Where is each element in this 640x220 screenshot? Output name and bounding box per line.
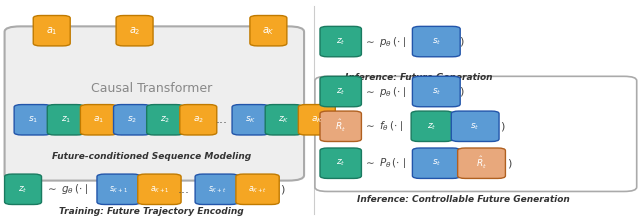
Text: $s_t$: $s_t$	[470, 121, 480, 132]
FancyBboxPatch shape	[412, 148, 460, 178]
Text: $\sim\ P_\theta\,(\cdot\mid$: $\sim\ P_\theta\,(\cdot\mid$	[364, 156, 406, 170]
Text: $s_1$: $s_1$	[28, 115, 38, 125]
Text: ): )	[280, 184, 284, 194]
Text: ): )	[500, 121, 504, 131]
FancyBboxPatch shape	[113, 104, 150, 135]
Text: $\sim\ g_\theta\,(\cdot\mid$: $\sim\ g_\theta\,(\cdot\mid$	[45, 182, 88, 196]
FancyBboxPatch shape	[180, 104, 217, 135]
FancyBboxPatch shape	[250, 15, 287, 46]
Text: $a_{K+t}$: $a_{K+t}$	[248, 184, 267, 194]
FancyBboxPatch shape	[265, 104, 302, 135]
Text: $s_t$: $s_t$	[431, 86, 441, 97]
Text: $z_2$: $z_2$	[160, 115, 170, 125]
FancyBboxPatch shape	[47, 104, 84, 135]
Text: $a_K$: $a_K$	[311, 115, 323, 125]
FancyBboxPatch shape	[195, 174, 239, 205]
FancyBboxPatch shape	[116, 15, 153, 46]
Text: $s_t$: $s_t$	[431, 36, 441, 47]
Text: $\sim\ p_\theta\,(\cdot\mid$: $\sim\ p_\theta\,(\cdot\mid$	[364, 84, 407, 99]
FancyBboxPatch shape	[147, 104, 184, 135]
FancyBboxPatch shape	[451, 111, 499, 141]
Text: $z_t$: $z_t$	[336, 158, 346, 169]
FancyBboxPatch shape	[411, 111, 452, 141]
FancyBboxPatch shape	[33, 15, 70, 46]
Text: ...: ...	[215, 113, 227, 126]
Text: Training: Future Trajectory Encoding: Training: Future Trajectory Encoding	[59, 207, 243, 216]
Text: $a_{K+1}$: $a_{K+1}$	[150, 184, 169, 194]
Text: Future-conditioned Sequence Modeling: Future-conditioned Sequence Modeling	[51, 152, 251, 161]
Text: Inference: Future Generation: Inference: Future Generation	[345, 73, 493, 82]
Text: $z_t$: $z_t$	[336, 86, 346, 97]
Text: $z_t$: $z_t$	[19, 184, 28, 194]
Text: ...: ...	[178, 183, 189, 196]
Text: $\hat{R}_t$: $\hat{R}_t$	[335, 118, 346, 134]
Text: $z_K$: $z_K$	[278, 115, 289, 125]
Text: ): )	[508, 158, 512, 168]
Text: $z_1$: $z_1$	[61, 115, 71, 125]
Text: $a_1$: $a_1$	[93, 115, 104, 125]
FancyBboxPatch shape	[320, 76, 362, 107]
Text: $a_2$: $a_2$	[193, 115, 204, 125]
FancyBboxPatch shape	[232, 104, 269, 135]
FancyBboxPatch shape	[458, 148, 506, 178]
Text: Causal Transformer: Causal Transformer	[90, 82, 212, 95]
Text: $s_2$: $s_2$	[127, 115, 137, 125]
FancyBboxPatch shape	[4, 174, 42, 205]
FancyBboxPatch shape	[320, 148, 362, 178]
Text: ): )	[460, 86, 464, 97]
Text: $a_1$: $a_1$	[46, 25, 58, 37]
FancyBboxPatch shape	[412, 76, 460, 107]
Text: $s_{K+1}$: $s_{K+1}$	[109, 184, 128, 194]
Text: $a_2$: $a_2$	[129, 25, 140, 37]
Text: $s_{K+t}$: $s_{K+t}$	[207, 184, 226, 194]
FancyBboxPatch shape	[4, 26, 304, 181]
FancyBboxPatch shape	[97, 174, 140, 205]
FancyBboxPatch shape	[81, 104, 117, 135]
FancyBboxPatch shape	[320, 111, 362, 141]
FancyBboxPatch shape	[138, 174, 181, 205]
Text: Inference: Controllable Future Generation: Inference: Controllable Future Generatio…	[357, 195, 570, 204]
FancyBboxPatch shape	[412, 26, 460, 57]
Text: $s_K$: $s_K$	[245, 115, 256, 125]
Text: $\sim\ f_\theta\,(\cdot\mid$: $\sim\ f_\theta\,(\cdot\mid$	[364, 119, 404, 133]
Text: $\hat{R}_t$: $\hat{R}_t$	[476, 155, 487, 171]
Text: $s_t$: $s_t$	[431, 158, 441, 169]
FancyBboxPatch shape	[14, 104, 51, 135]
FancyBboxPatch shape	[298, 104, 335, 135]
Text: $z_t$: $z_t$	[336, 36, 346, 47]
FancyBboxPatch shape	[236, 174, 279, 205]
FancyBboxPatch shape	[320, 26, 362, 57]
Text: $z_t$: $z_t$	[427, 121, 436, 132]
Text: ): )	[460, 37, 464, 47]
Text: $a_K$: $a_K$	[262, 25, 275, 37]
Text: $\sim\ p_\theta\,(\cdot\mid$: $\sim\ p_\theta\,(\cdot\mid$	[364, 35, 407, 49]
